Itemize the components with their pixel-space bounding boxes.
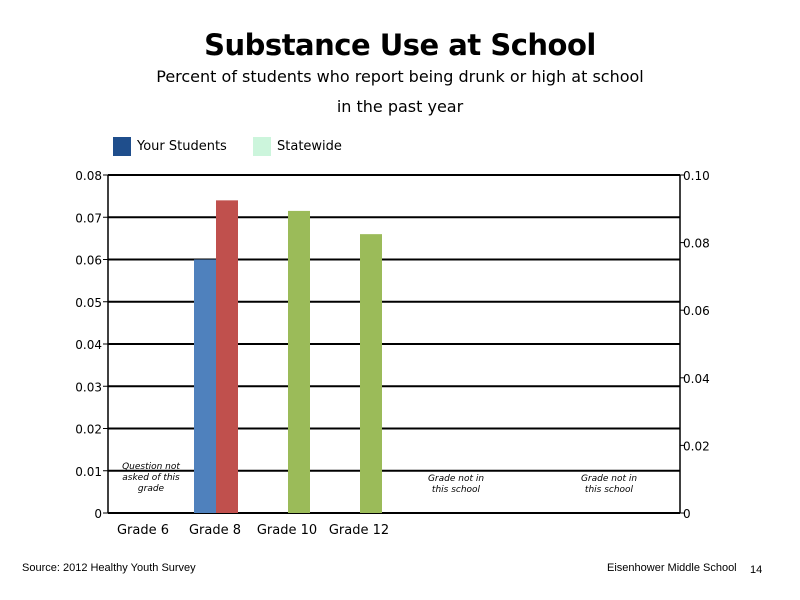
left-axis-tick-label: 0.03 [75,380,102,394]
x-axis-category-label: Grade 12 [329,523,389,538]
left-axis-tick-label: 0.02 [75,423,102,437]
left-axis-tick-label: 0.05 [75,296,102,310]
source-note: Source: 2012 Healthy Youth Survey [22,562,196,574]
x-axis-category-label: Grade 10 [257,523,317,538]
right-axis-tick-label: 0.06 [683,304,710,318]
legend-swatch-your-students [113,136,131,156]
left-axis-tick-label: 0.08 [75,169,102,183]
right-axis-tick-label: 0.08 [683,237,710,251]
page-number: 14 [750,564,763,576]
annotation-text: grade [138,484,165,494]
x-axis-category-label: Grade 6 [117,523,169,538]
chart-title: Substance Use at School [204,28,596,62]
chart-subtitle-line2: in the past year [336,97,464,116]
annotation-text: Grade not in [581,474,637,484]
left-axis-tick-label: 0.06 [75,254,102,268]
legend-swatch-statewide [253,136,271,156]
chart-subtitle-line1: Percent of students who report being dru… [156,67,644,86]
legend-label-statewide: Statewide [277,138,342,154]
legend-item-your-students: Your Students [113,136,227,156]
right-axis-tick-label: 0.04 [683,372,710,386]
x-axis-category-label: Grade 8 [189,523,241,538]
right-axis-tick-label: 0.10 [683,169,710,183]
legend-item-statewide: Statewide [253,136,342,156]
annotation-text: Question not [122,462,180,472]
bar-your-students [194,259,216,513]
left-axis-tick-label: 0.07 [75,211,102,225]
annotation-text: this school [432,485,481,495]
bar-statewide [216,200,238,513]
annotation-text: this school [585,485,634,495]
right-axis-tick-label: 0 [683,507,691,521]
left-axis-tick-label: 0 [94,507,102,521]
annotation-text: asked of this [122,473,180,483]
right-axis-tick-label: 0.02 [683,439,710,453]
bar-statewide [360,234,382,513]
left-axis-tick-label: 0.01 [75,465,102,479]
annotation-text: Grade not in [428,474,484,484]
legend-label-your-students: Your Students [137,138,227,154]
bar-statewide [288,210,310,513]
left-axis-tick-label: 0.04 [75,338,102,352]
school-name: Eisenhower Middle School [607,562,737,574]
